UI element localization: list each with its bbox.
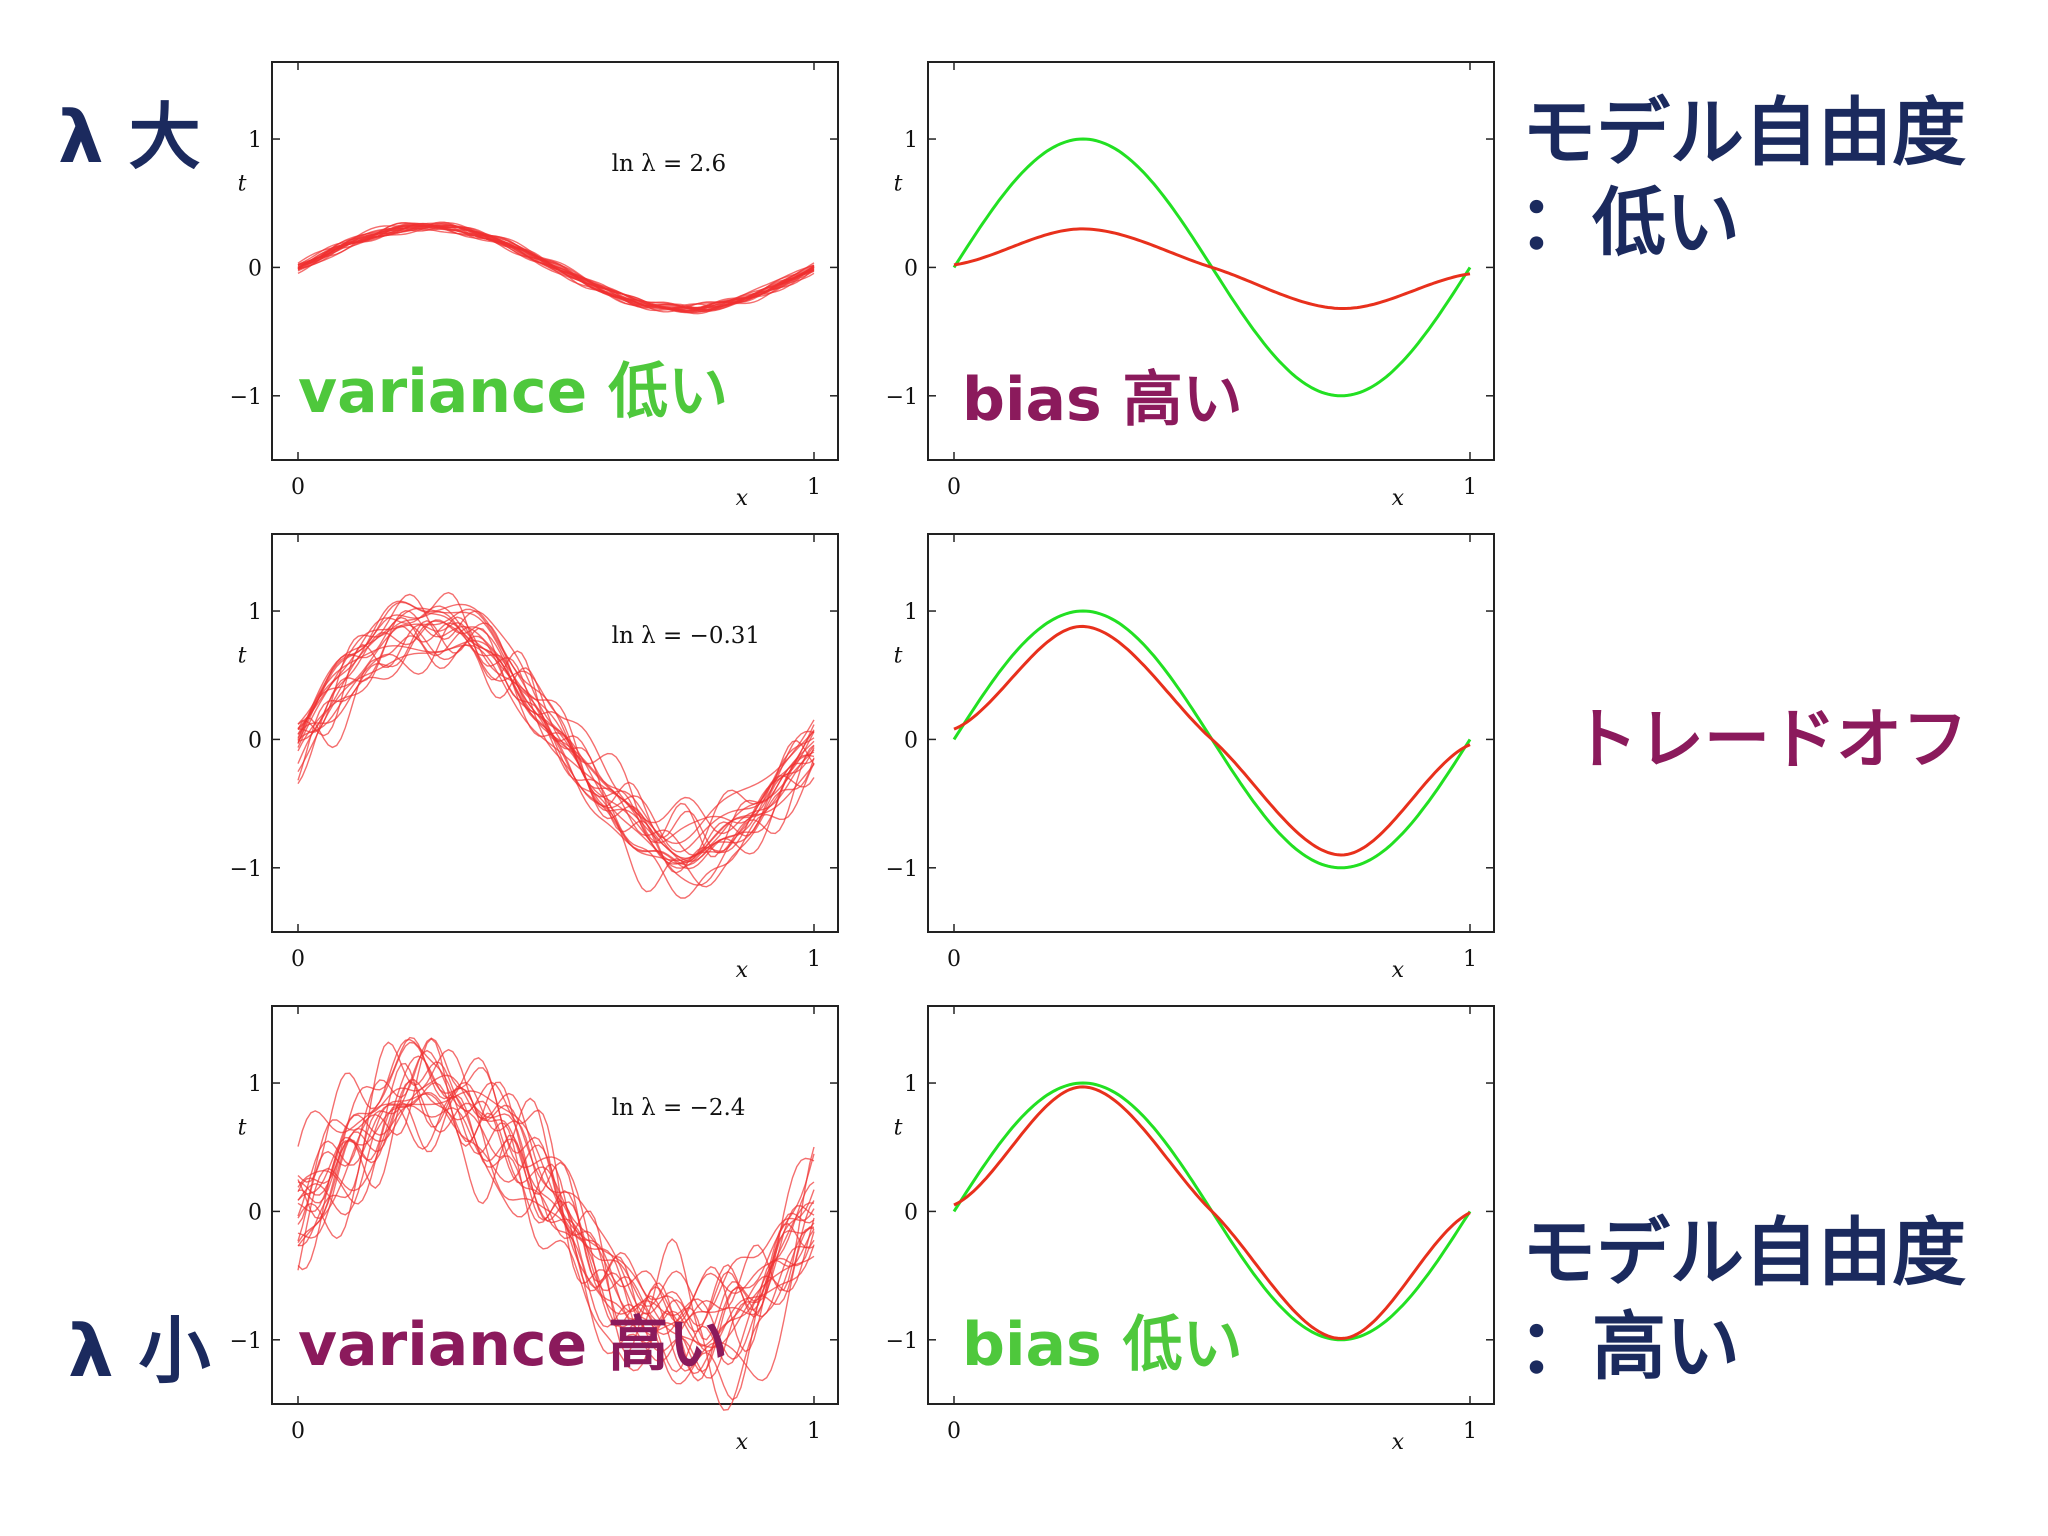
- variance-high-label: variance 高い: [298, 1310, 728, 1380]
- x-tick-label: 0: [291, 475, 305, 500]
- chart-panel-3: −1 0 1 0 1 x t ln λ = −0.31: [230, 533, 839, 983]
- x-tick-label: 0: [947, 1419, 961, 1444]
- y-axis-label: t: [894, 1115, 903, 1140]
- bias-low-label: bias 低い: [962, 1310, 1243, 1380]
- y-tick-label: −1: [886, 857, 918, 882]
- y-tick-label: −1: [230, 385, 262, 410]
- y-axis-label: t: [894, 171, 903, 196]
- average-fit-line: [953, 227, 1471, 310]
- fit-curve: [297, 227, 815, 313]
- fit-curve: [297, 1062, 815, 1332]
- chart-panel-2: −1 0 1 0 1 x t: [886, 61, 1495, 511]
- y-tick-label: 0: [248, 1200, 262, 1225]
- x-tick-label: 1: [807, 1419, 821, 1444]
- x-axis-label: x: [736, 1430, 749, 1455]
- fit-curve: [297, 1093, 815, 1360]
- lambda-small-label: λ 小: [68, 1309, 211, 1393]
- plot-frame: [927, 533, 1495, 933]
- fit-curve: [297, 1041, 815, 1401]
- y-axis-label: t: [238, 1115, 247, 1140]
- y-axis-label: t: [894, 643, 903, 668]
- y-tick-label: 1: [248, 1072, 262, 1097]
- x-tick-label: 1: [1463, 475, 1477, 500]
- x-tick-label: 1: [1463, 1419, 1477, 1444]
- freedom-low-line1: モデル自由度: [1522, 90, 1966, 176]
- freedom-high-line1: モデル自由度: [1522, 1210, 1966, 1296]
- fit-curve: [297, 1081, 815, 1375]
- x-tick-label: 0: [291, 947, 305, 972]
- tradeoff-label: トレードオフ: [1572, 701, 1968, 778]
- y-tick-label: 0: [248, 256, 262, 281]
- x-axis-label: x: [1392, 486, 1405, 511]
- fit-curve: [297, 616, 815, 844]
- x-tick-label: 1: [807, 475, 821, 500]
- fit-curve: [297, 1038, 815, 1382]
- fit-curve: [297, 623, 815, 853]
- average-fit-line: [953, 1085, 1471, 1341]
- y-tick-label: −1: [230, 1329, 262, 1354]
- y-tick-label: 0: [904, 1200, 918, 1225]
- x-axis-label: x: [736, 486, 749, 511]
- y-axis-label: t: [238, 643, 247, 668]
- freedom-low-line2: ：低い: [1518, 180, 1740, 266]
- y-tick-label: 1: [904, 1072, 918, 1097]
- fit-curve: [297, 1074, 815, 1353]
- x-axis-label: x: [736, 958, 749, 983]
- variance-low-label: variance 低い: [298, 357, 728, 427]
- lambda-large-label: λ 大: [58, 95, 201, 179]
- x-axis-label: x: [1392, 958, 1405, 983]
- fit-curve: [297, 1041, 815, 1363]
- lambda-annotation: ln λ = 2.6: [612, 151, 727, 177]
- x-axis-label: x: [1392, 1430, 1405, 1455]
- fit-curve: [297, 226, 815, 313]
- chart-panel-6: −1 0 1 0 1 x t: [886, 1005, 1495, 1455]
- fit-curve: [297, 593, 815, 886]
- chart-panel-5: −1 0 1 0 1 x t ln λ = −2.4: [230, 1005, 839, 1455]
- lambda-annotation: ln λ = −2.4: [612, 1095, 746, 1121]
- fit-curve: [297, 610, 815, 866]
- fit-curve: [297, 1078, 815, 1341]
- average-fit-line: [953, 624, 1471, 857]
- fit-curve: [297, 622, 815, 856]
- fit-curve: [297, 222, 815, 311]
- freedom-high-line2: ：高い: [1518, 1304, 1740, 1390]
- x-tick-label: 1: [1463, 947, 1477, 972]
- plot-frame: [927, 61, 1495, 461]
- y-tick-label: −1: [886, 1329, 918, 1354]
- y-tick-label: 0: [904, 256, 918, 281]
- fit-curve: [297, 1055, 815, 1385]
- y-tick-label: 1: [904, 600, 918, 625]
- chart-panel-1: −1 0 1 0 1 x t ln λ = 2.6: [230, 61, 839, 511]
- lambda-annotation: ln λ = −0.31: [612, 623, 760, 649]
- y-tick-label: −1: [230, 857, 262, 882]
- fit-curve: [297, 591, 815, 893]
- y-tick-label: 1: [904, 128, 918, 153]
- plot-frame: [927, 1005, 1495, 1405]
- chart-panel-4: −1 0 1 0 1 x t: [886, 533, 1495, 983]
- fit-curve: [297, 1037, 815, 1373]
- fit-curve: [297, 1090, 815, 1349]
- chart-grid: −1 0 1 0 1 x t ln λ = 2.6 −1 0 1 0 1 x t −1 0 1 0 1 x t ln λ =…: [230, 61, 1495, 1455]
- y-tick-label: 0: [904, 728, 918, 753]
- fit-curve: [297, 616, 815, 863]
- y-tick-label: 1: [248, 600, 262, 625]
- x-tick-label: 1: [807, 947, 821, 972]
- x-tick-label: 0: [947, 475, 961, 500]
- y-tick-label: 1: [248, 128, 262, 153]
- bias-high-label: bias 高い: [962, 365, 1243, 435]
- fit-curve: [297, 1104, 815, 1314]
- fit-curve: [297, 605, 815, 862]
- x-tick-label: 0: [291, 1419, 305, 1444]
- y-axis-label: t: [238, 171, 247, 196]
- y-tick-label: −1: [886, 385, 918, 410]
- y-tick-label: 0: [248, 728, 262, 753]
- fit-curve: [297, 224, 815, 309]
- x-tick-label: 0: [947, 947, 961, 972]
